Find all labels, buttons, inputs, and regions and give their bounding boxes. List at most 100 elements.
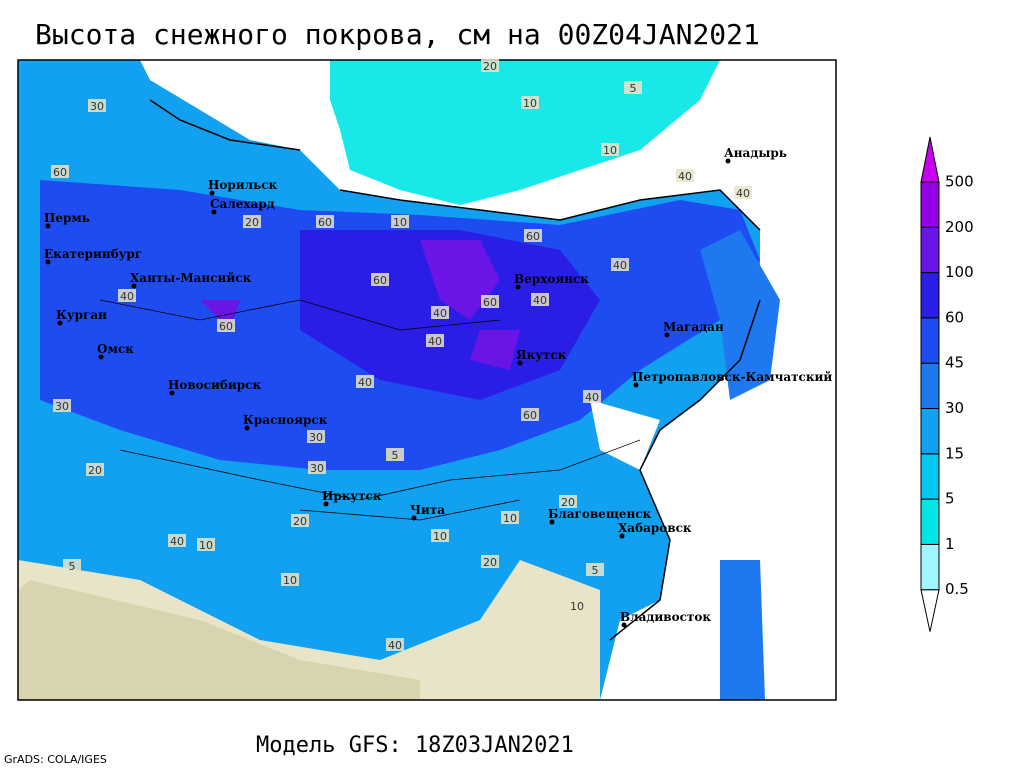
sea-ice (330, 60, 720, 205)
contour-label: 10 (433, 530, 447, 543)
bare-land-south (18, 580, 420, 700)
contour-label-box (559, 495, 577, 508)
map: Анадырь Норильск Салехард Пермь Екатеринбург… (17, 59, 837, 701)
contour-label-box (197, 538, 215, 551)
city-label: Курган (56, 308, 107, 322)
contour-label: 40 (533, 294, 547, 307)
city-dot (515, 284, 521, 290)
city-label: Омск (97, 342, 134, 356)
contour-label-box (316, 215, 334, 228)
contour-label: 30 (310, 462, 324, 475)
contour-label: 40 (613, 259, 627, 272)
city-label: Владивосток (620, 610, 711, 624)
colorbar-label: 0.5 (945, 580, 969, 598)
city-dot (664, 332, 670, 338)
contour-label: 30 (90, 100, 104, 113)
contour-label: 40 (736, 187, 750, 200)
contour-label: 10 (393, 216, 407, 229)
contour-label: 10 (199, 539, 213, 552)
colorbar-label: 30 (945, 399, 964, 417)
contour-label: 5 (630, 82, 637, 95)
city-label: Чита (410, 503, 445, 517)
contour-label-box (53, 399, 71, 412)
contour-label: 60 (219, 320, 233, 333)
colorbar-segment (920, 362, 940, 410)
city-label: Ханты-Мансийск (130, 271, 252, 285)
contour-label-box (281, 573, 299, 586)
colorbar-label: 45 (945, 354, 964, 372)
colorbar-segment (920, 408, 940, 455)
city-label: Норильск (208, 178, 278, 192)
contour-label: 40 (585, 391, 599, 404)
contour-label-box (391, 215, 409, 228)
contour-label-box (531, 293, 549, 306)
contour-label: 40 (120, 290, 134, 303)
contour-label-box (356, 375, 374, 388)
city-dot (725, 158, 731, 164)
city-dot (619, 533, 625, 539)
map-title: Высота снежного покрова, см на 00Z04JAN2… (35, 18, 760, 51)
kamchatka (700, 230, 780, 400)
contour-label-box (88, 99, 106, 112)
contour-label-box (481, 555, 499, 568)
contour-label: 60 (523, 409, 537, 422)
contour-label: 20 (293, 515, 307, 528)
very-heavy-snow (200, 240, 520, 370)
contour-label: 10 (283, 574, 297, 587)
contour-label-box (431, 529, 449, 542)
city-dot (209, 190, 215, 196)
contour-label-box (243, 215, 261, 228)
contour-label-box (168, 534, 186, 547)
model-label: Модель GFS: 18Z03JAN2021 (256, 733, 574, 758)
city-label: Хабаровск (618, 521, 692, 535)
contour-label-box (51, 165, 69, 178)
contour-label-box (426, 334, 444, 347)
city-dot (45, 223, 51, 229)
colorbar-segment (920, 272, 940, 319)
coastline (149, 99, 761, 641)
colorbar-label: 1 (945, 535, 955, 553)
colorbar-segment (920, 317, 940, 364)
contour-label-box (676, 169, 694, 182)
city-label: Пермь (44, 211, 90, 225)
contour-label: 10 (603, 144, 617, 157)
contour-label: 10 (523, 97, 537, 110)
colorbar-bottom (920, 589, 940, 632)
city-dot (411, 515, 417, 521)
sea (590, 400, 680, 700)
city-dot (98, 354, 104, 360)
contour-label-box (217, 319, 235, 332)
contour-label-box (524, 229, 542, 242)
contour-label-box (371, 273, 389, 286)
contour-label: 40 (358, 376, 372, 389)
contour-label-box (386, 638, 404, 651)
city-label: Магадан (663, 320, 724, 334)
contour-label: 10 (503, 512, 517, 525)
colorbar-segment (920, 181, 940, 228)
city-label: Анадырь (724, 146, 787, 160)
colorbar-label: 200 (945, 218, 974, 236)
city-dot (633, 382, 639, 388)
city-label: Красноярск (243, 413, 328, 427)
heavy-snow (300, 230, 600, 400)
city-dot (244, 425, 250, 431)
colorbar-label: 60 (945, 308, 964, 326)
colorbar-label: 5 (945, 490, 955, 508)
contour-label: 5 (69, 560, 76, 573)
contour-label-box (63, 559, 81, 572)
city-dot (45, 259, 51, 265)
contour-label-box (386, 448, 404, 461)
contour-label-box (586, 563, 604, 576)
contour-label: 60 (53, 166, 67, 179)
contour-label: 40 (388, 639, 402, 652)
contour-label-box (601, 143, 619, 156)
map-frame (17, 59, 837, 701)
contour-label-box (583, 390, 601, 403)
colorbar-segment (920, 498, 940, 545)
city-dot (131, 283, 137, 289)
city-label: Иркутск (322, 489, 382, 503)
city-dot (517, 360, 523, 366)
contour-label: 20 (245, 216, 259, 229)
contour-label-box (431, 306, 449, 319)
